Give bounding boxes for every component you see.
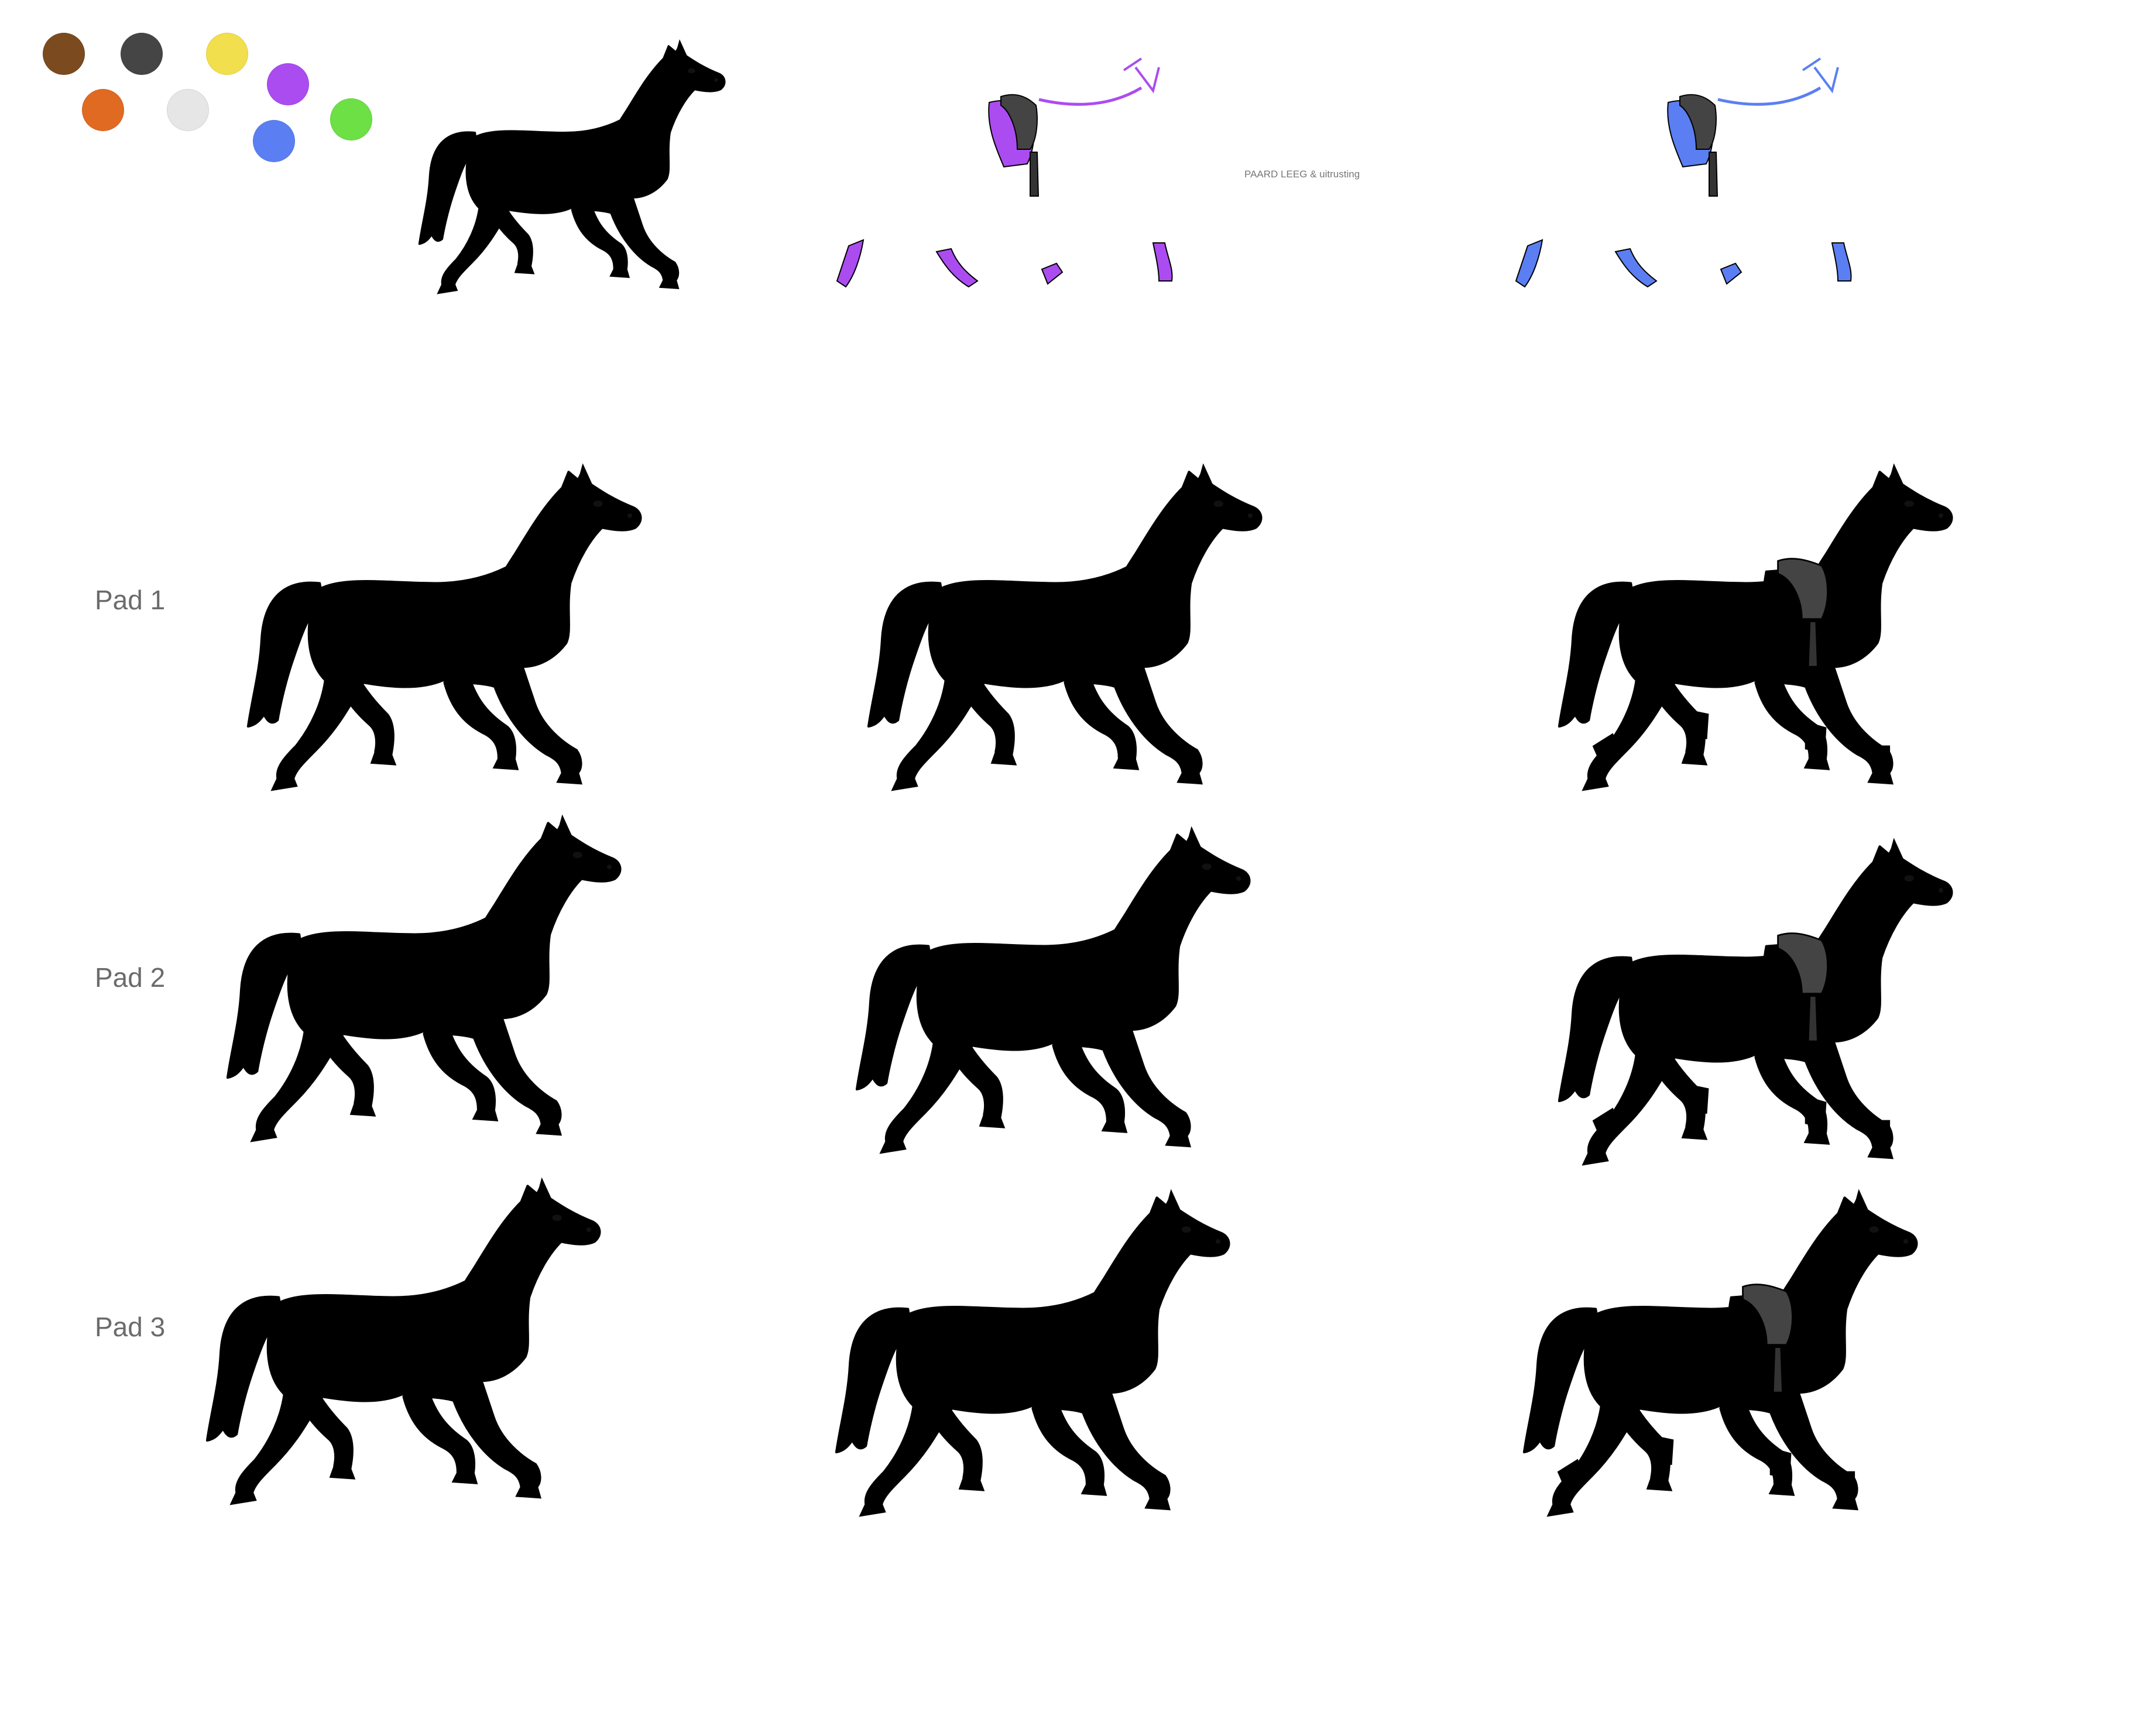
swatch-blue[interactable] (253, 120, 295, 162)
equipment-set-purple (836, 57, 1173, 288)
row-label-pad-2: Pad 2 (95, 962, 166, 993)
horse-pad1-step1: [data-name="horse-pad1-step1"] .body{fil… (228, 462, 650, 800)
horse-pad2-step2: [data-name="horse-pad2-step2"] .body{fil… (837, 825, 1258, 1162)
horse-pad3-step3: [data-name="horse-pad3-step3"] .body{fil… (1504, 1188, 1926, 1525)
horse-pad3-step2: [data-name="horse-pad3-step2"] .body{fil… (817, 1188, 1238, 1525)
horse-pad1-step3: [data-name="horse-pad1-step3"] .body{fil… (1539, 462, 1961, 800)
horse-pad2-step3: [data-name="horse-pad2-step3"] .body{fil… (1539, 837, 1961, 1174)
row-label-pad-3: Pad 3 (95, 1312, 166, 1342)
horse-pad3-step1: [data-name="horse-pad3-step1"] .body{fil… (187, 1176, 609, 1514)
swatch-light-grey[interactable] (167, 89, 209, 131)
swatch-green[interactable] (330, 98, 372, 140)
swatch-dark-grey[interactable] (121, 33, 163, 75)
empty-horse-outline: [data-name="empty-horse-outline"] .body,… (418, 40, 726, 294)
equipment-set-blue (1515, 57, 1852, 288)
swatch-purple[interactable] (267, 63, 309, 105)
equipment-caption: PAARD LEEG & uitrusting (1244, 169, 1360, 180)
row-label-pad-1: Pad 1 (95, 585, 166, 615)
swatch-orange[interactable] (82, 89, 124, 131)
horse-pad1-step2: [data-name="horse-pad1-step2"] .body{fil… (849, 462, 1270, 800)
horse-pad2-step1: [data-name="horse-pad2-step1"] .body{fil… (208, 814, 629, 1151)
swatch-yellow[interactable] (206, 33, 248, 75)
swatch-brown[interactable] (43, 33, 85, 75)
